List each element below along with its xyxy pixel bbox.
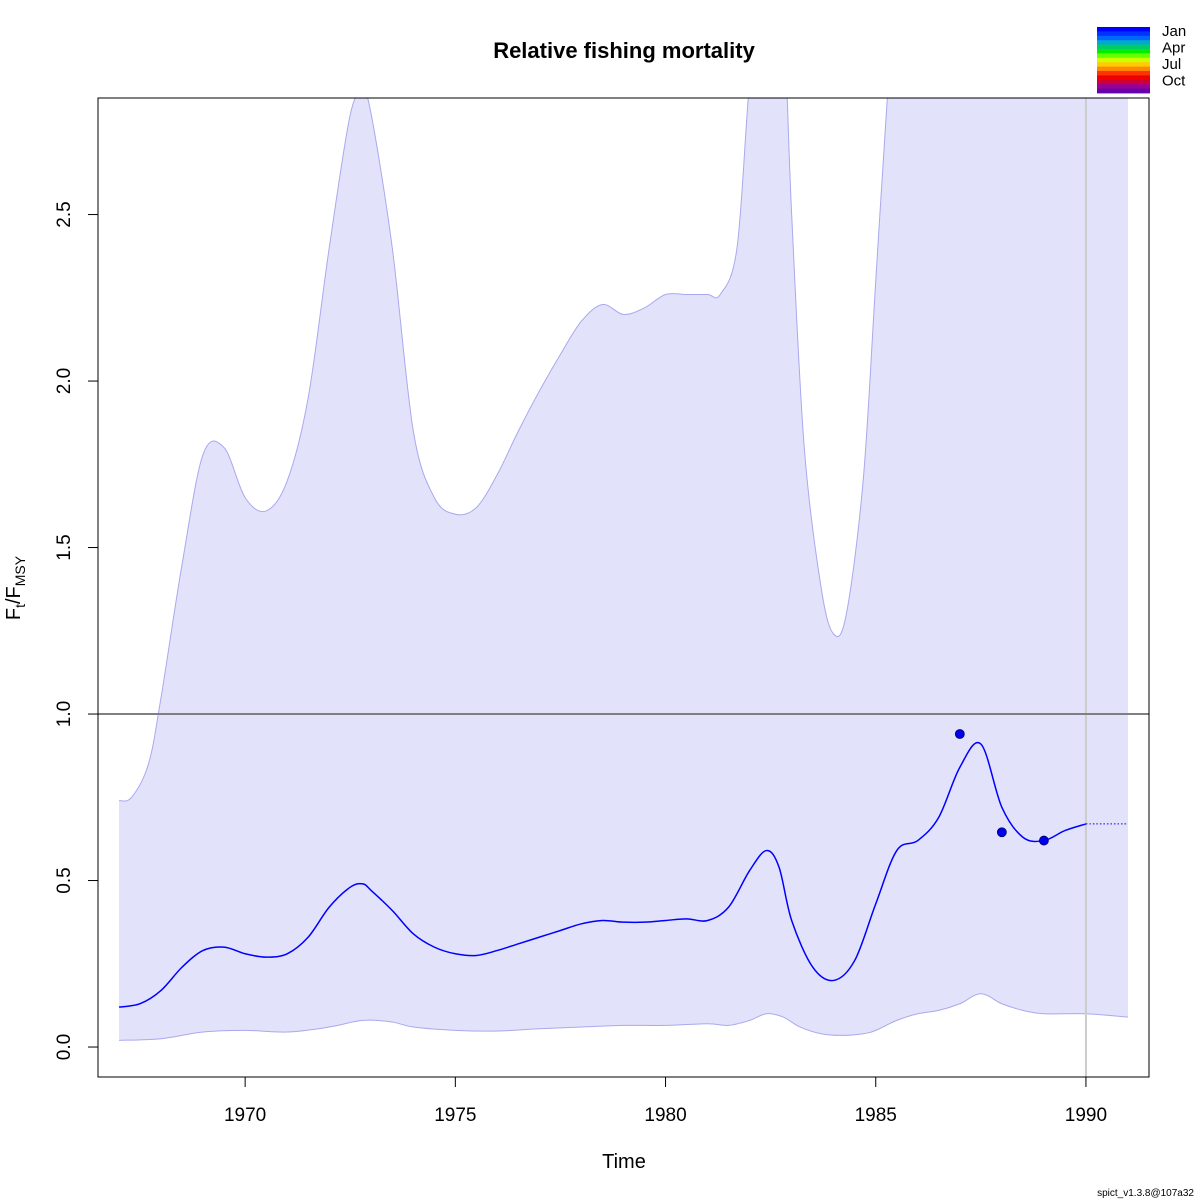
y-label-sub1: t bbox=[12, 604, 28, 608]
legend-color-band bbox=[1097, 40, 1150, 45]
x-axis-label: Time bbox=[602, 1151, 646, 1173]
y-tick-label: 2.0 bbox=[54, 368, 75, 394]
series-layer bbox=[118, 741, 1128, 1008]
x-tick-label: 1985 bbox=[855, 1105, 897, 1126]
confidence-band bbox=[119, 98, 1128, 1041]
x-tick-label: 1980 bbox=[644, 1105, 686, 1126]
legend-color-band bbox=[1097, 27, 1150, 32]
legend-color-band bbox=[1097, 57, 1150, 63]
observation-point bbox=[996, 827, 1007, 838]
legend-label-jul: Jul bbox=[1162, 56, 1181, 73]
legend-color-band bbox=[1097, 44, 1150, 50]
legend-label-oct: Oct bbox=[1162, 73, 1186, 90]
legend-color-band bbox=[1097, 35, 1150, 41]
x-tick-label: 1975 bbox=[434, 1105, 476, 1126]
observation-point bbox=[1039, 835, 1049, 846]
version-footer: spict_v1.3.8@107a32 bbox=[1097, 1188, 1194, 1199]
legend-color-band bbox=[1097, 71, 1150, 76]
series-line-estimate bbox=[118, 741, 1087, 1008]
y-label-main: F bbox=[3, 608, 25, 620]
y-tick-label: 1.0 bbox=[54, 701, 75, 727]
y-label-sep: /F bbox=[3, 586, 25, 604]
x-tick-label: 1990 bbox=[1065, 1105, 1107, 1126]
chart-title: Relative fishing mortality bbox=[493, 38, 755, 63]
y-label-sub2: MSY bbox=[12, 555, 28, 586]
plot-area bbox=[98, 98, 1149, 1077]
legend-label-apr: Apr bbox=[1162, 40, 1185, 57]
y-axis: 0.0 0.5 1.0 1.5 2.0 2.5 bbox=[54, 201, 99, 1060]
observation-point bbox=[954, 729, 965, 739]
legend-color-band bbox=[1097, 66, 1150, 72]
confidence-band-lower-edge bbox=[119, 993, 1129, 1041]
observation-points bbox=[954, 729, 1049, 846]
x-axis: 1970 1975 1980 1985 1990 bbox=[224, 1076, 1107, 1126]
y-tick-label: 0.0 bbox=[54, 1034, 75, 1060]
legend-color-band bbox=[1097, 53, 1150, 59]
x-tick-label: 1970 bbox=[224, 1105, 266, 1126]
legend-color-band bbox=[1097, 62, 1150, 67]
legend-color-band bbox=[1097, 49, 1150, 54]
y-tick-label: 1.5 bbox=[54, 534, 75, 560]
legend-label-jan: Jan bbox=[1162, 23, 1186, 40]
legend-color-band bbox=[1097, 75, 1150, 81]
y-tick-label: 2.5 bbox=[54, 201, 75, 227]
confidence-band-upper-edge bbox=[118, 98, 888, 802]
legend-color-band bbox=[1097, 79, 1150, 85]
legend-color-band bbox=[1097, 31, 1150, 37]
legend-color-band bbox=[1097, 84, 1150, 89]
y-tick-label: 0.5 bbox=[54, 867, 75, 893]
legend-color-band bbox=[1097, 88, 1150, 94]
y-axis-label: Ft/FMSY bbox=[3, 555, 28, 620]
